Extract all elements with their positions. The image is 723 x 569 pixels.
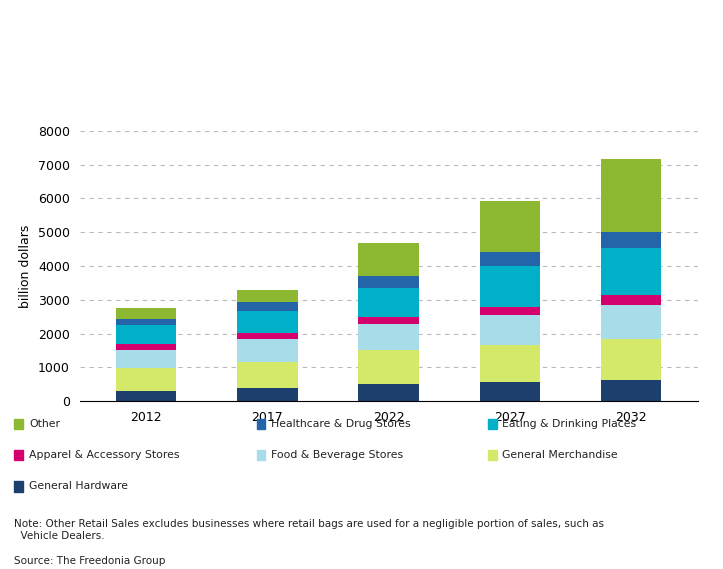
Bar	[601, 380, 662, 401]
Bar	[601, 248, 662, 295]
Text: Eating & Drinking Places: Eating & Drinking Places	[502, 419, 637, 429]
Text: Apparel & Accessory Stores: Apparel & Accessory Stores	[29, 450, 179, 460]
FancyBboxPatch shape	[585, 151, 629, 156]
Y-axis label: billion dollars: billion dollars	[20, 224, 33, 308]
Text: Healthcare & Drug Stores: Healthcare & Drug Stores	[271, 419, 411, 429]
Text: Note: Other Retail Sales excludes businesses where retail bags are used for a ne: Note: Other Retail Sales excludes busine…	[14, 519, 604, 541]
Bar	[237, 332, 298, 339]
Text: General Hardware: General Hardware	[29, 481, 128, 492]
Bar	[359, 384, 419, 401]
Text: Group: Group	[646, 162, 673, 171]
Bar	[359, 350, 419, 384]
Text: Other: Other	[29, 419, 60, 429]
Bar	[237, 290, 298, 303]
Bar	[601, 295, 662, 305]
Bar	[116, 391, 176, 401]
Text: Figure 4-1.: Figure 4-1.	[9, 8, 81, 21]
Text: General Merchandise: General Merchandise	[502, 450, 618, 460]
Text: Source: The Freedonia Group: Source: The Freedonia Group	[14, 556, 166, 567]
Bar	[116, 350, 176, 368]
FancyBboxPatch shape	[585, 134, 640, 141]
Bar	[601, 232, 662, 248]
FancyBboxPatch shape	[585, 134, 596, 176]
Text: Freedonia: Freedonia	[623, 137, 685, 147]
Bar	[479, 252, 540, 266]
Bar	[116, 308, 176, 319]
Bar	[359, 324, 419, 350]
Text: Food & Beverage Stores: Food & Beverage Stores	[271, 450, 403, 460]
Bar	[237, 303, 298, 311]
Bar	[479, 315, 540, 345]
Bar	[359, 288, 419, 317]
Bar	[359, 244, 419, 276]
Bar	[359, 317, 419, 324]
Bar	[116, 368, 176, 391]
Text: 2012, 2017, 2022, 2027, & 2032: 2012, 2017, 2022, 2027, & 2032	[9, 60, 221, 73]
Bar	[116, 325, 176, 344]
Bar	[479, 345, 540, 382]
Bar	[601, 159, 662, 232]
Text: (billion dollars): (billion dollars)	[9, 89, 110, 102]
Bar	[479, 201, 540, 252]
Bar	[116, 319, 176, 325]
Bar	[601, 305, 662, 339]
Bar	[237, 339, 298, 362]
Bar	[479, 382, 540, 401]
Bar	[479, 307, 540, 315]
Text: Select Retail Sales,: Select Retail Sales,	[9, 33, 137, 46]
Bar	[479, 266, 540, 307]
Bar	[237, 388, 298, 401]
Bar	[359, 276, 419, 288]
Bar	[237, 311, 298, 332]
Bar	[116, 344, 176, 350]
Bar	[601, 339, 662, 380]
Bar	[237, 362, 298, 388]
